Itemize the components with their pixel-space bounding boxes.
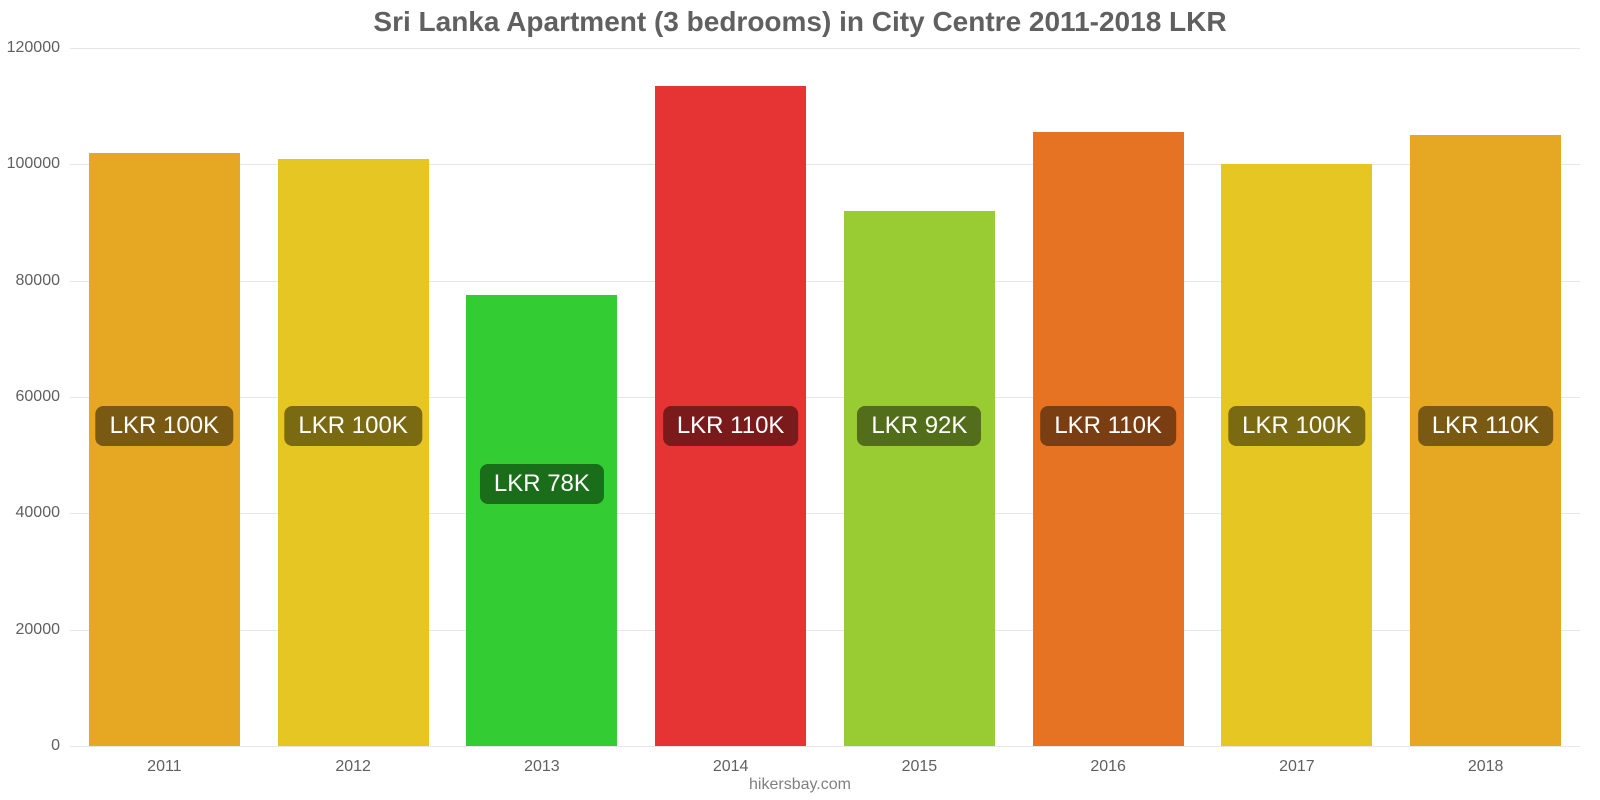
bar-value-label: LKR 78K (480, 464, 604, 504)
chart-footer: hikersbay.com (0, 776, 1600, 794)
x-tick-label: 2014 (713, 746, 749, 776)
y-tick-label: 0 (51, 737, 70, 755)
y-tick-label: 80000 (16, 272, 71, 290)
bars-container (70, 48, 1580, 746)
plot-area: 0200004000060000800001000001200002011LKR… (70, 48, 1580, 746)
bar (1221, 164, 1372, 746)
bar-chart: Sri Lanka Apartment (3 bedrooms) in City… (0, 0, 1600, 800)
bar (89, 153, 240, 746)
y-tick-label: 20000 (16, 621, 71, 639)
x-tick-label: 2016 (1090, 746, 1126, 776)
x-tick-label: 2012 (335, 746, 371, 776)
bar-value-label: LKR 100K (1228, 406, 1365, 446)
bar-value-label: LKR 110K (1040, 406, 1176, 446)
y-tick-label: 40000 (16, 504, 71, 522)
bar-value-label: LKR 110K (1418, 406, 1554, 446)
x-tick-label: 2015 (902, 746, 938, 776)
x-tick-label: 2017 (1279, 746, 1315, 776)
y-tick-label: 60000 (16, 388, 71, 406)
x-tick-label: 2018 (1468, 746, 1504, 776)
y-gridline (70, 746, 1580, 747)
bar-value-label: LKR 92K (857, 406, 981, 446)
bar (278, 159, 429, 746)
x-tick-label: 2013 (524, 746, 560, 776)
bar-value-label: LKR 110K (663, 406, 799, 446)
y-tick-label: 120000 (7, 39, 70, 57)
bar-value-label: LKR 100K (96, 406, 233, 446)
bar (844, 211, 995, 746)
chart-title: Sri Lanka Apartment (3 bedrooms) in City… (0, 0, 1600, 38)
x-tick-label: 2011 (147, 746, 181, 776)
bar-value-label: LKR 100K (284, 406, 421, 446)
y-tick-label: 100000 (7, 155, 70, 173)
bar (466, 295, 617, 746)
